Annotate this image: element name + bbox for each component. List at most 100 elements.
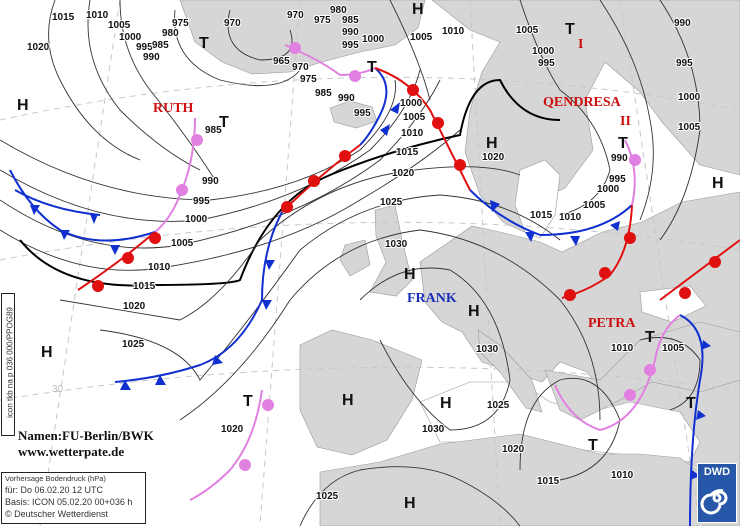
- name-petra: PETRA: [588, 316, 636, 331]
- svg-text:1020: 1020: [27, 42, 50, 53]
- occlusion-south: [189, 389, 263, 501]
- cold-front-scandinavia: [469, 189, 633, 237]
- forecast-info-box: Vorhersage Bodendruck (hPa) für: Do 06.0…: [1, 472, 146, 524]
- svg-text:1030: 1030: [422, 424, 445, 435]
- cold-front-atlantic: [359, 67, 388, 146]
- svg-text:1015: 1015: [52, 12, 75, 23]
- svg-text:T: T: [645, 329, 655, 346]
- pressure-centers: H T H T T T H T H H H H T H T H T T H: [17, 1, 724, 512]
- svg-text:H: H: [712, 175, 724, 192]
- svg-text:1010: 1010: [559, 212, 582, 223]
- svg-text:970: 970: [292, 62, 309, 73]
- svg-text:1015: 1015: [133, 281, 156, 292]
- svg-text:980: 980: [330, 5, 347, 16]
- svg-text:995: 995: [609, 174, 626, 185]
- svg-text:1020: 1020: [392, 168, 415, 179]
- north-africa: [319, 433, 701, 526]
- svg-text:1010: 1010: [86, 10, 109, 21]
- greenland: [179, 0, 426, 75]
- svg-text:1005: 1005: [410, 32, 433, 43]
- svg-text:990: 990: [143, 52, 160, 63]
- name-qendresa: QENDRESA: [543, 95, 622, 110]
- svg-text:1030: 1030: [476, 344, 499, 355]
- svg-text:1025: 1025: [380, 197, 403, 208]
- svg-text:1005: 1005: [662, 343, 685, 354]
- svg-text:1005: 1005: [678, 122, 701, 133]
- svg-text:995: 995: [342, 40, 359, 51]
- svg-text:990: 990: [674, 18, 691, 29]
- svg-text:T: T: [199, 35, 209, 52]
- svg-text:1005: 1005: [516, 25, 539, 36]
- svg-text:1025: 1025: [487, 400, 510, 411]
- svg-text:980: 980: [162, 28, 179, 39]
- svg-text:I: I: [578, 37, 583, 52]
- svg-text:970: 970: [287, 10, 304, 21]
- svg-text:1000: 1000: [119, 32, 142, 43]
- product-code-box: icon tkb na p 036 000/PPOG89: [1, 293, 15, 436]
- svg-text:T: T: [367, 59, 377, 76]
- svg-text:995: 995: [136, 42, 153, 53]
- svg-text:1025: 1025: [122, 339, 145, 350]
- svg-text:1020: 1020: [221, 424, 244, 435]
- svg-text:H: H: [486, 135, 498, 152]
- svg-text:H: H: [412, 1, 424, 18]
- svg-text:H: H: [468, 303, 480, 320]
- svg-text:1010: 1010: [611, 470, 634, 481]
- svg-text:II: II: [620, 114, 631, 129]
- svg-text:1015: 1015: [530, 210, 553, 221]
- name-frank: FRANK: [407, 291, 457, 306]
- svg-text:H: H: [342, 392, 354, 409]
- balkans-turkey: [544, 321, 740, 421]
- cold-front-atlantic-south: [114, 211, 283, 383]
- svg-text:985: 985: [315, 88, 332, 99]
- svg-text:1015: 1015: [537, 476, 560, 487]
- svg-text:H: H: [41, 344, 53, 361]
- front-symbols: [30, 42, 721, 480]
- svg-text:990: 990: [338, 93, 355, 104]
- name-ruth: RUTH: [153, 101, 194, 116]
- svg-text:H: H: [404, 266, 416, 283]
- occlusion-med: [554, 314, 681, 432]
- svg-text:1000: 1000: [362, 34, 385, 45]
- svg-text:1005: 1005: [403, 112, 426, 123]
- svg-text:1030: 1030: [385, 239, 408, 250]
- svg-text:1010: 1010: [401, 128, 424, 139]
- svg-text:T: T: [243, 393, 253, 410]
- svg-text:975: 975: [172, 18, 189, 29]
- dwd-swirl-icon: [700, 489, 728, 515]
- svg-text:T: T: [618, 135, 628, 152]
- warm-front-east: [659, 239, 740, 301]
- svg-text:995: 995: [193, 196, 210, 207]
- svg-text:H: H: [17, 97, 29, 114]
- svg-text:T: T: [219, 114, 229, 131]
- svg-text:T: T: [565, 21, 575, 38]
- cold-front-west: [14, 189, 101, 216]
- svg-text:1000: 1000: [597, 184, 620, 195]
- occlusion-qendresa: [624, 139, 636, 206]
- svg-text:985: 985: [342, 15, 359, 26]
- svg-text:1000: 1000: [532, 46, 555, 57]
- svg-text:1005: 1005: [108, 20, 131, 31]
- svg-text:1010: 1010: [611, 343, 634, 354]
- svg-text:1020: 1020: [123, 301, 146, 312]
- svg-text:1015: 1015: [396, 147, 419, 158]
- system-names: RUTH I QENDRESA II FRANK PETRA: [153, 37, 636, 331]
- svg-text:995: 995: [676, 58, 693, 69]
- warm-front-ruth: [77, 231, 156, 291]
- dwd-logo: DWD: [697, 463, 737, 523]
- italy: [477, 329, 543, 413]
- ireland: [339, 239, 371, 277]
- occlusion-iceland: [284, 44, 376, 77]
- svg-text:965: 965: [273, 56, 290, 67]
- svg-text:1000: 1000: [185, 214, 208, 225]
- svg-text:H: H: [440, 395, 452, 412]
- svg-text:1000: 1000: [400, 98, 423, 109]
- svg-text:995: 995: [354, 108, 371, 119]
- svg-text:1020: 1020: [482, 152, 505, 163]
- svg-text:985: 985: [152, 40, 169, 51]
- svg-text:975: 975: [300, 74, 317, 85]
- svg-text:H: H: [404, 495, 416, 512]
- svg-text:T: T: [686, 395, 696, 412]
